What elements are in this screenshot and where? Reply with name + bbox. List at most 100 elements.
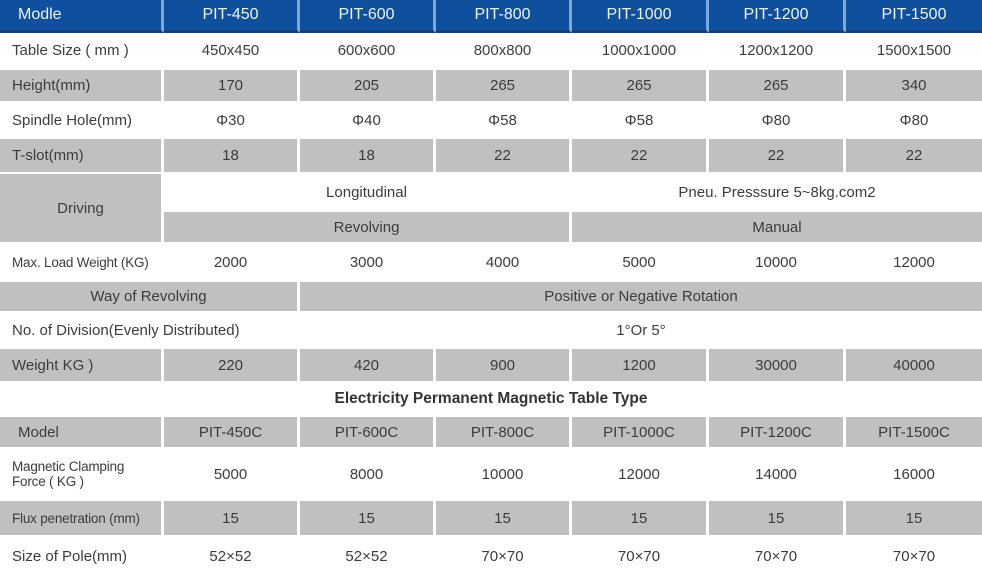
- value-cell: Φ40: [300, 103, 436, 139]
- value-cell: 1200x1200: [709, 33, 846, 70]
- driving-pneumatic-cell: Pneu. Presssure 5~8kg.com2: [572, 174, 982, 212]
- value-cell: Φ58: [572, 103, 709, 139]
- row-weight: Weight KG ) 220 420 900 1200 30000 40000: [0, 349, 982, 383]
- magnetic-header-label: Model: [0, 417, 164, 449]
- model-header-cell: PIT-450: [164, 0, 300, 33]
- value-cell: 70×70: [846, 537, 982, 577]
- value-cell: Positive or Negative Rotation: [300, 282, 982, 313]
- section-title: Electricity Permanent Magnetic Table Typ…: [0, 383, 982, 417]
- value-cell: 15: [572, 501, 709, 537]
- value-cell: 4000: [436, 244, 572, 282]
- value-cell: 15: [709, 501, 846, 537]
- value-cell: 5000: [164, 449, 300, 501]
- magnetic-header-cell: PIT-600C: [300, 417, 436, 449]
- value-cell: 170: [164, 70, 300, 103]
- row-spindle-hole: Spindle Hole(mm) Φ30 Φ40 Φ58 Φ58 Φ80 Φ80: [0, 103, 982, 139]
- model-header-cell: PIT-800: [436, 0, 572, 33]
- row-t-slot: T-slot(mm) 18 18 22 22 22 22: [0, 139, 982, 174]
- value-cell: 10000: [436, 449, 572, 501]
- value-cell: 70×70: [436, 537, 572, 577]
- value-cell: 420: [300, 349, 436, 383]
- model-header-cell: PIT-1000: [572, 0, 709, 33]
- value-cell: 340: [846, 70, 982, 103]
- value-cell: 2000: [164, 244, 300, 282]
- row-driving-revolving: Revolving Manual: [0, 212, 982, 244]
- magnetic-header-row: Model PIT-450C PIT-600C PIT-800C PIT-100…: [0, 417, 982, 449]
- value-cell: 900: [436, 349, 572, 383]
- row-label: Flux penetration (mm): [0, 501, 164, 537]
- row-flux-penetration: Flux penetration (mm) 15 15 15 15 15 15: [0, 501, 982, 537]
- magnetic-header-cell: PIT-1000C: [572, 417, 709, 449]
- row-way-of-revolving: Way of Revolving Positive or Negative Ro…: [0, 282, 982, 313]
- value-cell: 22: [846, 139, 982, 174]
- value-cell: 18: [300, 139, 436, 174]
- value-cell: Φ80: [846, 103, 982, 139]
- value-cell: 40000: [846, 349, 982, 383]
- row-label: T-slot(mm): [0, 139, 164, 174]
- value-cell: 1°Or 5°: [300, 313, 982, 349]
- value-cell: Φ30: [164, 103, 300, 139]
- value-cell: 16000: [846, 449, 982, 501]
- value-cell: 220: [164, 349, 300, 383]
- value-cell: Φ58: [436, 103, 572, 139]
- row-pole-size: Size of Pole(mm) 52×52 52×52 70×70 70×70…: [0, 537, 982, 577]
- value-cell: 30000: [709, 349, 846, 383]
- row-table-size: Table Size ( mm ) 450x450 600x600 800x80…: [0, 33, 982, 70]
- magnetic-header-cell: PIT-1500C: [846, 417, 982, 449]
- value-cell: 3000: [300, 244, 436, 282]
- value-cell: 205: [300, 70, 436, 103]
- value-cell: 14000: [709, 449, 846, 501]
- model-header-cell: PIT-1200: [709, 0, 846, 33]
- value-cell: 265: [436, 70, 572, 103]
- driving-longitudinal-cell: Longitudinal: [164, 174, 572, 212]
- row-label: Height(mm): [0, 70, 164, 103]
- value-cell: 22: [436, 139, 572, 174]
- row-clamping-force: Magnetic Clamping Force ( KG ) 5000 8000…: [0, 449, 982, 501]
- row-division: No. of Division(Evenly Distributed) 1°Or…: [0, 313, 982, 349]
- model-header-cell: PIT-1500: [846, 0, 982, 33]
- value-cell: 22: [572, 139, 709, 174]
- row-label: Magnetic Clamping Force ( KG ): [0, 449, 164, 501]
- row-label: Table Size ( mm ): [0, 33, 164, 70]
- value-cell: 15: [300, 501, 436, 537]
- value-cell: 12000: [846, 244, 982, 282]
- value-cell: 18: [164, 139, 300, 174]
- value-cell: 600x600: [300, 33, 436, 70]
- value-cell: 15: [164, 501, 300, 537]
- value-cell: 265: [709, 70, 846, 103]
- row-label: Way of Revolving: [0, 282, 300, 313]
- magnetic-header-cell: PIT-450C: [164, 417, 300, 449]
- row-label: Size of Pole(mm): [0, 537, 164, 577]
- value-cell: 800x800: [436, 33, 572, 70]
- value-cell: 265: [572, 70, 709, 103]
- value-cell: 22: [709, 139, 846, 174]
- value-cell: 450x450: [164, 33, 300, 70]
- model-header-cell: PIT-600: [300, 0, 436, 33]
- value-cell: 1000x1000: [572, 33, 709, 70]
- value-cell: 5000: [572, 244, 709, 282]
- value-cell: 15: [436, 501, 572, 537]
- value-cell: Φ80: [709, 103, 846, 139]
- value-cell: 52×52: [300, 537, 436, 577]
- value-cell: 52×52: [164, 537, 300, 577]
- row-driving-longitudinal: Driving Longitudinal Pneu. Presssure 5~8…: [0, 174, 982, 244]
- driving-revolving-cell: Revolving: [164, 212, 572, 244]
- value-cell: 70×70: [709, 537, 846, 577]
- value-cell: 10000: [709, 244, 846, 282]
- driving-manual-cell: Manual: [572, 212, 982, 244]
- magnetic-header-cell: PIT-1200C: [709, 417, 846, 449]
- row-label: Max. Load Weight (KG): [0, 244, 164, 282]
- row-max-load: Max. Load Weight (KG) 2000 3000 4000 500…: [0, 244, 982, 282]
- model-header-row: Modle PIT-450 PIT-600 PIT-800 PIT-1000 P…: [0, 0, 982, 33]
- value-cell: 12000: [572, 449, 709, 501]
- row-label: Spindle Hole(mm): [0, 103, 164, 139]
- row-label: Weight KG ): [0, 349, 164, 383]
- value-cell: 1500x1500: [846, 33, 982, 70]
- magnetic-header-cell: PIT-800C: [436, 417, 572, 449]
- value-cell: 8000: [300, 449, 436, 501]
- value-cell: 1200: [572, 349, 709, 383]
- value-cell: 15: [846, 501, 982, 537]
- row-label: No. of Division(Evenly Distributed): [0, 313, 300, 349]
- row-height: Height(mm) 170 205 265 265 265 340: [0, 70, 982, 103]
